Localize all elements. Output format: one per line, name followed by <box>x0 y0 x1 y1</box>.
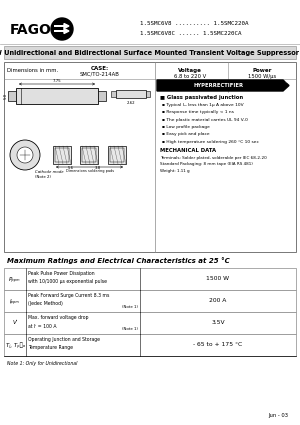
Text: Peak Pulse Power Dissipation: Peak Pulse Power Dissipation <box>28 272 94 277</box>
Bar <box>110 148 124 162</box>
Text: Iₚₚₘ: Iₚₚₘ <box>10 298 20 303</box>
Bar <box>54 25 64 27</box>
Text: 1500 W/μs: 1500 W/μs <box>248 74 276 79</box>
Bar <box>4 290 296 312</box>
Text: Tⱼ, Tₚ₞ₐ: Tⱼ, Tₚ₞ₐ <box>5 342 25 348</box>
Text: - 65 to + 175 °C: - 65 to + 175 °C <box>194 343 243 348</box>
Text: 5.6: 5.6 <box>68 166 74 170</box>
Text: Maximum Ratings and Electrical Characteristics at 25 °C: Maximum Ratings and Electrical Character… <box>7 258 230 264</box>
Bar <box>4 62 296 252</box>
Text: ▪ The plastic material carries UL 94 V-0: ▪ The plastic material carries UL 94 V-0 <box>162 117 248 122</box>
Text: Temperature Range: Temperature Range <box>28 346 73 351</box>
Bar <box>80 146 98 164</box>
Text: 7.75: 7.75 <box>53 79 61 83</box>
Text: HYPERRECTIFIER: HYPERRECTIFIER <box>194 83 244 88</box>
Text: Weight: 1.11 g: Weight: 1.11 g <box>160 168 190 173</box>
Text: Dimensions in mm.: Dimensions in mm. <box>7 68 58 73</box>
Text: at Iⁱ = 100 A: at Iⁱ = 100 A <box>28 323 56 329</box>
Bar <box>98 91 106 101</box>
Bar <box>111 91 116 97</box>
Bar <box>55 148 69 162</box>
Text: Note 1: Only for Unidirectional: Note 1: Only for Unidirectional <box>7 362 77 366</box>
Circle shape <box>17 147 33 163</box>
Text: Operating Junction and Storage: Operating Junction and Storage <box>28 337 100 343</box>
Bar <box>4 312 296 334</box>
Text: ▪ Low profile package: ▪ Low profile package <box>162 125 210 129</box>
Text: MECHANICAL DATA: MECHANICAL DATA <box>160 148 216 153</box>
Text: Vⁱ: Vⁱ <box>13 320 17 326</box>
Bar <box>16 88 98 104</box>
Bar <box>54 30 64 32</box>
Text: 1500 W: 1500 W <box>206 277 230 281</box>
Text: ®: ® <box>284 80 288 84</box>
Polygon shape <box>157 80 289 91</box>
Bar <box>82 148 96 162</box>
Text: ▪ Easy pick and place: ▪ Easy pick and place <box>162 133 210 136</box>
Text: 1.5SMC6V8C ...... 1.5SMC220CA: 1.5SMC6V8C ...... 1.5SMC220CA <box>140 31 242 36</box>
Text: FAGOR: FAGOR <box>10 23 63 37</box>
Text: Power: Power <box>252 68 272 73</box>
Text: Jun - 03: Jun - 03 <box>268 413 288 417</box>
Text: ▪ Typical Iₘ less than 1μ A above 10V: ▪ Typical Iₘ less than 1μ A above 10V <box>162 102 244 107</box>
Bar <box>116 90 146 98</box>
Bar <box>4 46 296 59</box>
Text: ▪ Response time typically < 1 ns: ▪ Response time typically < 1 ns <box>162 110 234 114</box>
Bar <box>4 268 296 290</box>
Polygon shape <box>64 28 69 34</box>
Text: with 10/1000 μs exponential pulse: with 10/1000 μs exponential pulse <box>28 280 107 284</box>
Bar <box>8 91 16 101</box>
Text: Max. forward voltage drop: Max. forward voltage drop <box>28 315 88 320</box>
Text: ▪ High temperature soldering 260 °C 10 sec: ▪ High temperature soldering 260 °C 10 s… <box>162 140 259 144</box>
Text: CASE:: CASE: <box>91 65 109 71</box>
Text: Standard Packaging: 8 mm tape (EIA RS 481): Standard Packaging: 8 mm tape (EIA RS 48… <box>160 162 253 166</box>
Text: Dimensions soldering pads: Dimensions soldering pads <box>66 169 114 173</box>
Text: 2.62: 2.62 <box>127 101 135 105</box>
Text: (Note 1): (Note 1) <box>122 327 138 331</box>
Polygon shape <box>64 23 69 28</box>
Circle shape <box>51 18 73 40</box>
Bar <box>53 146 71 164</box>
Text: Voltage: Voltage <box>178 68 202 73</box>
Circle shape <box>10 140 40 170</box>
Text: Peak Forward Surge Current 8.3 ms: Peak Forward Surge Current 8.3 ms <box>28 294 110 298</box>
Text: 1500 W Unidirectional and Bidirectional Surface Mounted Transient Voltage Suppre: 1500 W Unidirectional and Bidirectional … <box>0 49 300 56</box>
Bar <box>146 91 150 97</box>
Text: 6.8 to 220 V: 6.8 to 220 V <box>174 74 206 79</box>
Text: Cathode mode: Cathode mode <box>35 170 64 174</box>
Text: SMC/TO-214AB: SMC/TO-214AB <box>80 71 120 76</box>
Text: Pₚₚₘ: Pₚₚₘ <box>9 277 21 281</box>
Text: 5.0: 5.0 <box>4 93 8 99</box>
Text: ■ Glass passivated junction: ■ Glass passivated junction <box>160 94 243 99</box>
Bar <box>108 146 126 164</box>
Text: 3.8: 3.8 <box>95 166 101 170</box>
Text: (Note 2): (Note 2) <box>35 175 51 179</box>
Bar <box>4 334 296 356</box>
Text: 3.5V: 3.5V <box>211 320 225 326</box>
Text: (Jedec Method): (Jedec Method) <box>28 301 63 306</box>
Text: (Note 1): (Note 1) <box>122 305 138 309</box>
Text: 1.5SMC6V8 .......... 1.5SMC220A: 1.5SMC6V8 .......... 1.5SMC220A <box>140 20 248 26</box>
Text: Terminals: Solder plated, solderable per IEC 68-2-20: Terminals: Solder plated, solderable per… <box>160 156 267 159</box>
Text: 200 A: 200 A <box>209 298 227 303</box>
